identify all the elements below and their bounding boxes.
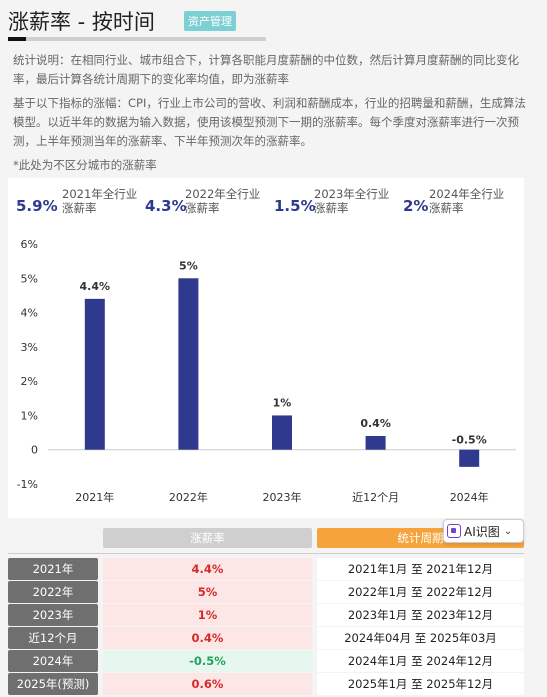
bar [272, 415, 292, 450]
row-year: 2025年(预测) [8, 673, 98, 695]
row-period: 2025年1月 至 2025年12月 [317, 673, 524, 695]
page-header: 涨薪率 - 按时间 资产管理 [6, 4, 266, 44]
chevron-down-icon: ⌄ [503, 525, 513, 537]
description-method: 统计说明：在相同行业、城市组合下，计算各职能月度薪酬的中位数，然后计算月度薪酬的… [13, 53, 519, 86]
x-tick-label: 2022年 [169, 490, 208, 504]
row-period: 2022年1月 至 2022年12月 [317, 581, 524, 603]
summary-label: 2024年全行业 涨薪率 [429, 187, 505, 215]
row-year: 2024年 [8, 650, 98, 672]
row-rate: 4.4% [103, 558, 312, 580]
row-year: 近12个月 [8, 627, 98, 649]
bar [459, 449, 480, 467]
page-title: 涨薪率 - 按时间 [8, 10, 155, 34]
y-tick-label: 4% [21, 307, 38, 320]
row-year: 2021年 [8, 558, 98, 580]
bar [178, 278, 199, 450]
summary-label: 2023年全行业 涨薪率 [314, 187, 390, 215]
y-tick-label: -1% [17, 478, 38, 491]
row-period: 2021年1月 至 2021年12月 [317, 558, 524, 580]
bar-data-label: 4.4% [80, 280, 111, 293]
table-row: 2022年 5% 2022年1月 至 2022年12月 [8, 581, 524, 603]
y-tick-label: 5% [21, 272, 38, 285]
bar [365, 436, 386, 450]
row-year: 2022年 [8, 581, 98, 603]
summary-value: 1.5% [274, 197, 316, 215]
summary-value: 5.9% [16, 197, 58, 215]
y-tick-label: 3% [21, 341, 38, 354]
table-row: 2025年(预测) 0.6% 2025年1月 至 2025年12月 [8, 673, 524, 695]
row-rate: 5% [103, 581, 312, 603]
title-underline [8, 37, 266, 41]
table-row: 近12个月 0.4% 2024年04月 至 2025年03月 [8, 627, 524, 649]
row-rate: 1% [103, 604, 312, 626]
summary-value: 4.3% [145, 197, 187, 215]
bar-data-label: 5% [179, 259, 198, 272]
bar [84, 298, 105, 450]
ai-button-label: AI识图 [464, 524, 500, 539]
description: 统计说明：在相同行业、城市组合下，计算各职能月度薪酬的中位数，然后计算月度薪酬的… [13, 51, 533, 180]
summary-value: 2% [403, 197, 429, 215]
divider [8, 553, 524, 554]
bar-data-label: -0.5% [452, 434, 487, 447]
x-tick-label: 2023年 [263, 490, 302, 504]
rate-column-header: 涨薪率 [103, 528, 312, 548]
category-badge[interactable]: 资产管理 [184, 11, 236, 31]
bar-chart: 6% 5% 4% 3% 2% 1% 0 -1% 4.4% 2021年 5% 2022年 1% 2023年 0… [17, 238, 516, 504]
ai-scan-icon [447, 524, 461, 538]
row-year: 2023年 [8, 604, 98, 626]
x-tick-label: 2024年 [450, 490, 489, 504]
summary-label: 2021年全行业 涨薪率 [62, 187, 138, 215]
chart-card: 5.9% 2021年全行业 涨薪率 4.3% 2022年全行业 涨薪率 1.5% 2… [8, 178, 524, 518]
x-tick-label: 2021年 [75, 490, 114, 504]
bar-data-label: 0.4% [360, 417, 391, 430]
table-row: 2021年 4.4% 2021年1月 至 2021年12月 [8, 558, 524, 580]
row-period: 2024年1月 至 2024年12月 [317, 650, 524, 672]
x-tick-label: 近12个月 [352, 491, 399, 504]
table-row: 2023年 1% 2023年1月 至 2023年12月 [8, 604, 524, 626]
ai-recognize-button[interactable]: AI识图 ⌄ [443, 519, 524, 543]
description-note: *此处为不区分城市的涨薪率 [13, 158, 157, 172]
row-rate: 0.6% [103, 673, 312, 695]
y-tick-label: 2% [21, 375, 38, 388]
y-tick-label: 0 [31, 444, 38, 457]
row-period: 2024年04月 至 2025年03月 [317, 627, 524, 649]
y-tick-label: 6% [21, 238, 38, 251]
row-period: 2023年1月 至 2023年12月 [317, 604, 524, 626]
bar-data-label: 1% [273, 396, 292, 409]
row-rate: -0.5% [103, 650, 312, 672]
y-tick-label: 1% [21, 409, 38, 422]
summary-label: 2022年全行业 涨薪率 [185, 187, 261, 215]
table-row: 2024年 -0.5% 2024年1月 至 2024年12月 [8, 650, 524, 672]
description-model: 基于以下指标的涨幅：CPI，行业上市公司的营收、利润和薪酬成本，行业的招聘量和薪… [13, 96, 526, 148]
row-rate: 0.4% [103, 627, 312, 649]
